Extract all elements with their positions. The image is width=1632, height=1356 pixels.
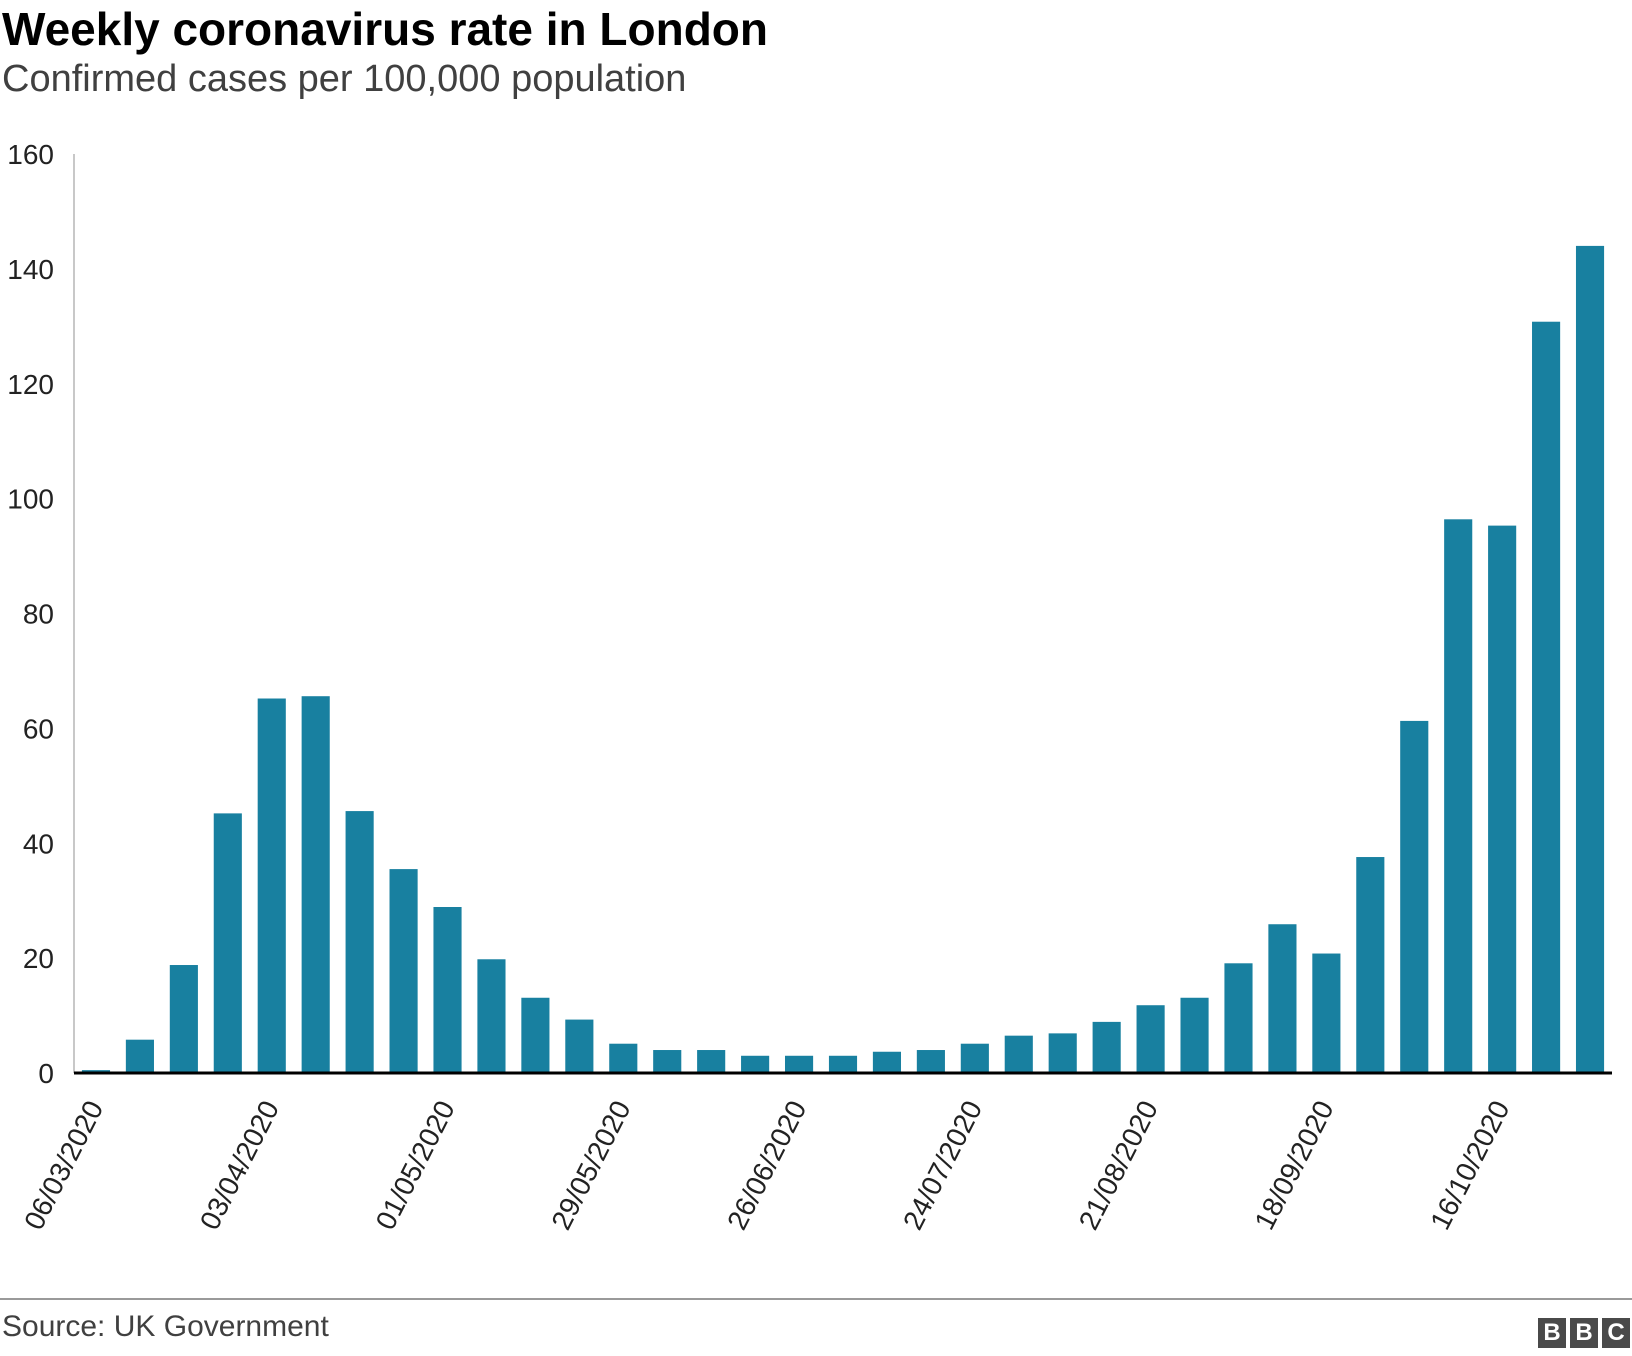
bbc-logo-letter-3: C: [1602, 1318, 1630, 1348]
bar: [521, 997, 550, 1073]
x-tick-label: 16/10/2020: [1424, 1096, 1515, 1235]
y-tick-label: 120: [7, 369, 54, 400]
x-tick-label: 03/04/2020: [194, 1096, 285, 1235]
bar: [1400, 720, 1429, 1073]
x-tick-label: 21/08/2020: [1073, 1096, 1164, 1235]
bar: [872, 1051, 902, 1073]
bar: [169, 965, 198, 1073]
bar: [1532, 321, 1561, 1073]
bar: [1180, 997, 1209, 1073]
bar: [477, 959, 506, 1073]
bar: [345, 811, 374, 1073]
bar: [960, 1043, 989, 1073]
source-note: Source: UK Government: [2, 1310, 329, 1343]
bar: [1268, 924, 1297, 1073]
y-tick-label: 80: [23, 599, 54, 630]
y-tick-label: 60: [23, 713, 54, 744]
y-tick-label: 0: [38, 1058, 54, 1089]
chart-subtitle: Confirmed cases per 100,000 population: [2, 58, 687, 100]
y-tick-label: 160: [7, 139, 54, 170]
bar: [1575, 245, 1605, 1073]
x-tick-label: 06/03/2020: [18, 1096, 109, 1235]
bar: [1048, 1033, 1077, 1073]
bar: [213, 813, 242, 1073]
bar: [1136, 1005, 1165, 1073]
bar: [565, 1019, 594, 1073]
x-tick-label: 18/09/2020: [1248, 1096, 1339, 1235]
y-tick-label: 140: [7, 254, 54, 285]
bar-chart: 0 20 40 60 80 100 120 140 160 06/03/2020 03/04/202…: [7, 139, 1612, 1235]
bar: [1092, 1021, 1121, 1073]
bar: [609, 1043, 638, 1073]
x-tick-label: 24/07/2020: [897, 1096, 988, 1235]
bar: [1488, 525, 1517, 1073]
bar: [257, 698, 286, 1073]
bar: [1224, 963, 1253, 1073]
bar: [828, 1055, 858, 1073]
x-tick-label: 29/05/2020: [545, 1096, 636, 1235]
bar: [697, 1050, 726, 1073]
bar: [1356, 857, 1385, 1073]
bar: [916, 1050, 945, 1073]
y-tick-label: 40: [23, 828, 54, 859]
bbc-logo-letter-1: B: [1538, 1318, 1566, 1348]
bar: [1312, 953, 1341, 1073]
bar: [125, 1039, 154, 1073]
footer-divider: [0, 1298, 1632, 1300]
bbc-logo-letter-2: B: [1570, 1318, 1598, 1348]
bar: [433, 907, 462, 1073]
bbc-logo: B B C: [1538, 1318, 1630, 1348]
y-tick-label: 20: [23, 943, 54, 974]
y-tick-label: 100: [7, 484, 54, 515]
chart-title: Weekly coronavirus rate in London: [2, 3, 768, 55]
bar: [389, 869, 418, 1073]
bar: [653, 1050, 682, 1073]
bar: [1444, 519, 1473, 1073]
bar: [741, 1055, 770, 1073]
bar: [1004, 1035, 1033, 1073]
x-tick-label: 26/06/2020: [721, 1096, 812, 1235]
x-tick-label: 01/05/2020: [370, 1096, 461, 1235]
bar: [301, 696, 330, 1073]
bar: [784, 1055, 814, 1073]
